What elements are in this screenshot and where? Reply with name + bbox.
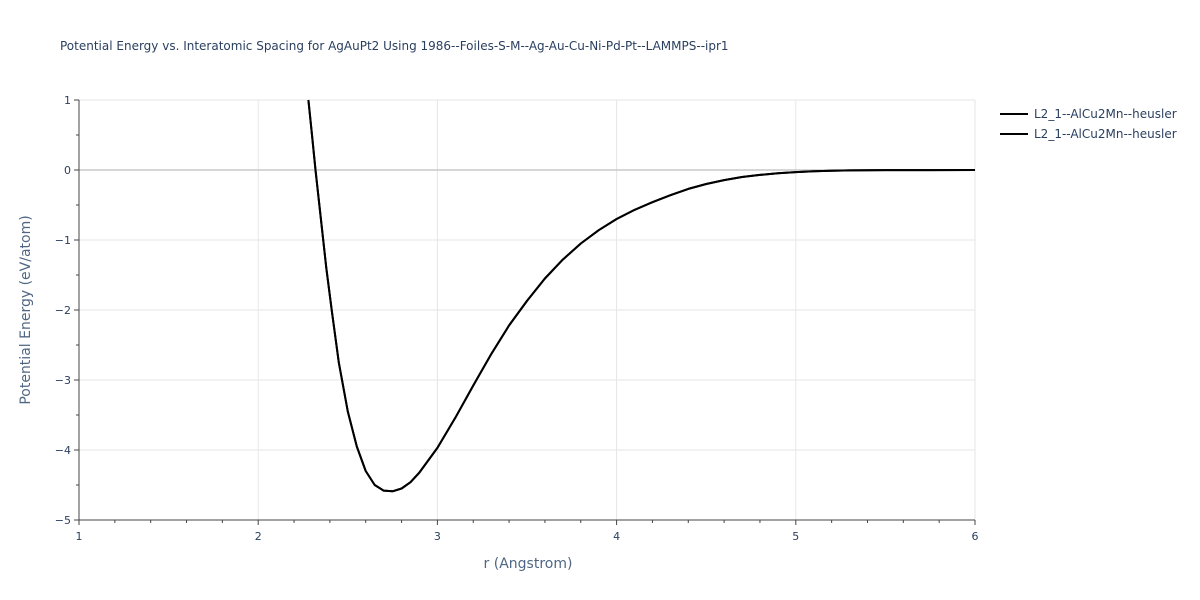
axes: 1 2 3 4 5 6 1 0 −1 −2 −3 −4 −5 bbox=[55, 94, 979, 543]
plot-lines bbox=[307, 99, 976, 493]
y-tick-label: −3 bbox=[55, 374, 71, 387]
legend[interactable]: L2_1--AlCu2Mn--heusler L2_1--AlCu2Mn--heu… bbox=[1000, 107, 1177, 141]
x-axis: 1 2 3 4 5 6 bbox=[76, 520, 979, 543]
y-tick-label: −5 bbox=[55, 514, 71, 527]
x-tick-label: 5 bbox=[792, 530, 799, 543]
y-tick-label: 1 bbox=[64, 94, 71, 107]
x-tick-label: 1 bbox=[76, 530, 83, 543]
x-tick-label: 6 bbox=[972, 530, 979, 543]
legend-label: L2_1--AlCu2Mn--heusler bbox=[1034, 127, 1177, 141]
y-tick-label: −2 bbox=[55, 304, 71, 317]
legend-label: L2_1--AlCu2Mn--heusler bbox=[1034, 107, 1177, 121]
y-tick-label: −1 bbox=[55, 234, 71, 247]
y-tick-label: 0 bbox=[64, 164, 71, 177]
legend-item[interactable]: L2_1--AlCu2Mn--heusler bbox=[1000, 107, 1177, 121]
x-tick-label: 4 bbox=[613, 530, 620, 543]
y-axis-title: Potential Energy (eV/atom) bbox=[18, 215, 34, 404]
y-tick-label: −4 bbox=[55, 444, 71, 457]
legend-item[interactable]: L2_1--AlCu2Mn--heusler bbox=[1000, 127, 1177, 141]
x-tick-label: 3 bbox=[434, 530, 441, 543]
series-line bbox=[307, 99, 976, 493]
grid bbox=[79, 99, 976, 520]
y-axis: 1 0 −1 −2 −3 −4 −5 bbox=[55, 94, 79, 527]
chart-title: Potential Energy vs. Interatomic Spacing… bbox=[60, 39, 729, 53]
x-axis-title: r (Angstrom) bbox=[484, 556, 573, 572]
x-tick-label: 2 bbox=[255, 530, 262, 543]
